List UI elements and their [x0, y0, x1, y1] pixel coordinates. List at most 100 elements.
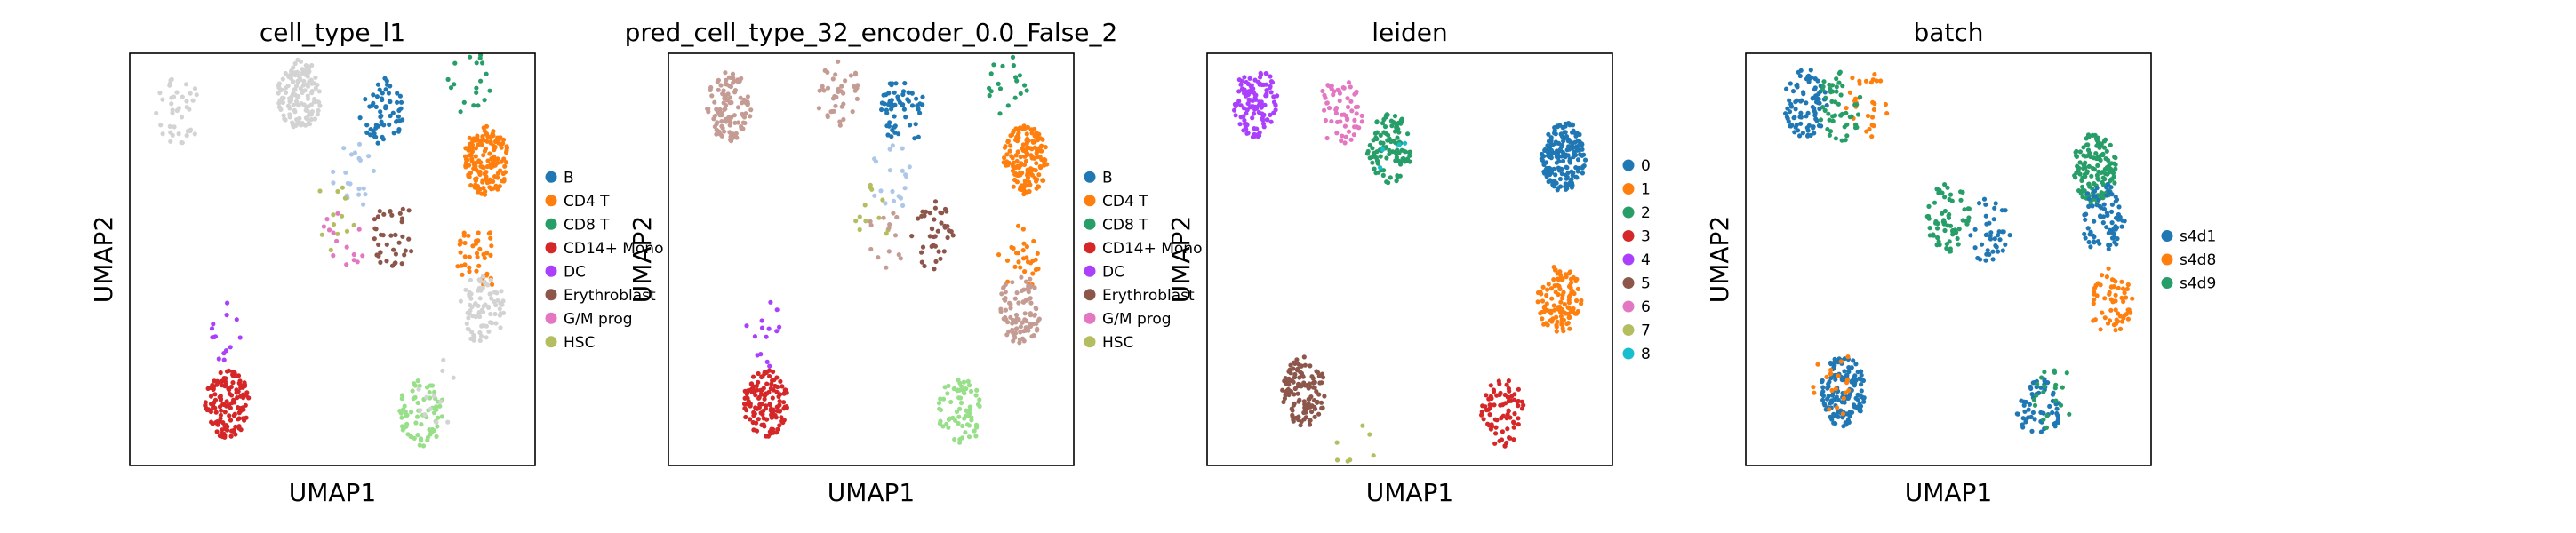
- data-point: [1398, 162, 1404, 167]
- data-point: [399, 415, 404, 420]
- point-cluster: [458, 274, 507, 343]
- data-point: [1582, 157, 1588, 163]
- data-point: [1492, 441, 1498, 446]
- data-point: [1298, 423, 1303, 428]
- data-point: [1036, 131, 1042, 137]
- data-point: [488, 311, 493, 317]
- data-point: [399, 261, 404, 266]
- data-point: [1546, 131, 1551, 137]
- legend-marker: [2161, 253, 2173, 266]
- data-point: [412, 383, 418, 388]
- data-point: [1016, 259, 1021, 265]
- data-point: [184, 99, 189, 104]
- axes-frame: [1206, 52, 1613, 466]
- data-point: [306, 84, 311, 89]
- data-point: [1797, 73, 1803, 79]
- data-point: [1273, 107, 1278, 113]
- data-point: [496, 135, 502, 140]
- data-point: [1008, 143, 1013, 148]
- data-point: [292, 60, 298, 67]
- data-point: [837, 119, 843, 124]
- legend-marker: [545, 312, 557, 324]
- data-point: [278, 87, 284, 93]
- data-point: [1015, 126, 1020, 131]
- data-point: [937, 406, 942, 411]
- data-point: [294, 69, 300, 75]
- data-point: [380, 134, 385, 139]
- point-cluster: [868, 211, 903, 270]
- legend-marker: [545, 265, 557, 277]
- data-point: [218, 394, 223, 399]
- data-point: [1026, 290, 1031, 295]
- data-point: [1370, 154, 1376, 159]
- data-point: [909, 234, 915, 239]
- data-point: [1931, 233, 1936, 238]
- data-point: [1011, 338, 1016, 344]
- data-point: [1801, 91, 1806, 97]
- data-point: [1023, 158, 1028, 163]
- data-point: [1004, 163, 1010, 168]
- data-point: [1372, 166, 1377, 171]
- data-point: [497, 313, 503, 318]
- data-point: [2094, 172, 2100, 178]
- data-point: [303, 107, 308, 113]
- data-point: [1948, 246, 1953, 251]
- data-point: [397, 409, 403, 414]
- data-point: [1324, 135, 1330, 141]
- data-point: [208, 394, 214, 399]
- data-point: [236, 416, 242, 421]
- data-point: [886, 226, 892, 231]
- data-point: [1870, 99, 1876, 105]
- data-point: [378, 232, 384, 237]
- data-point: [1927, 226, 1932, 231]
- data-point: [242, 380, 247, 386]
- data-point: [1502, 392, 1508, 398]
- data-point: [764, 434, 769, 439]
- data-point: [1558, 314, 1564, 319]
- data-point: [723, 94, 729, 99]
- data-point: [2072, 173, 2077, 179]
- data-point: [214, 382, 220, 387]
- data-point: [957, 406, 963, 411]
- data-point: [335, 188, 340, 195]
- data-point: [1836, 80, 1842, 85]
- data-point: [872, 193, 877, 198]
- data-point: [1004, 152, 1010, 157]
- data-point: [240, 392, 245, 397]
- data-point: [1028, 321, 1033, 327]
- data-point: [775, 384, 780, 390]
- data-point: [452, 60, 458, 66]
- data-point: [480, 309, 486, 314]
- data-point: [740, 100, 745, 106]
- data-point: [2058, 402, 2064, 408]
- data-point: [366, 154, 372, 159]
- data-point: [184, 132, 189, 139]
- data-point: [1481, 417, 1486, 422]
- data-point: [1858, 406, 1863, 411]
- data-point: [1859, 372, 1864, 378]
- data-point: [1291, 366, 1296, 371]
- data-point: [396, 107, 402, 113]
- data-point: [2077, 149, 2083, 155]
- data-point: [372, 236, 377, 242]
- data-point: [2053, 382, 2059, 387]
- data-point: [1013, 75, 1019, 80]
- data-point: [312, 116, 317, 122]
- data-point: [968, 388, 974, 394]
- data-point: [1820, 385, 1826, 390]
- data-point: [1825, 396, 1830, 402]
- data-point: [1323, 95, 1328, 100]
- data-point: [285, 103, 291, 108]
- data-point: [1868, 80, 1874, 85]
- data-point: [399, 396, 404, 402]
- data-point: [1393, 140, 1398, 146]
- data-point: [1826, 384, 1831, 389]
- data-point: [1345, 96, 1350, 101]
- data-point: [937, 421, 942, 426]
- legend-label: CD8 T: [1102, 216, 1148, 234]
- data-point: [832, 93, 837, 99]
- data-point: [1783, 111, 1788, 116]
- data-point: [1564, 274, 1569, 280]
- data-point: [1844, 133, 1850, 139]
- data-point: [1264, 91, 1269, 97]
